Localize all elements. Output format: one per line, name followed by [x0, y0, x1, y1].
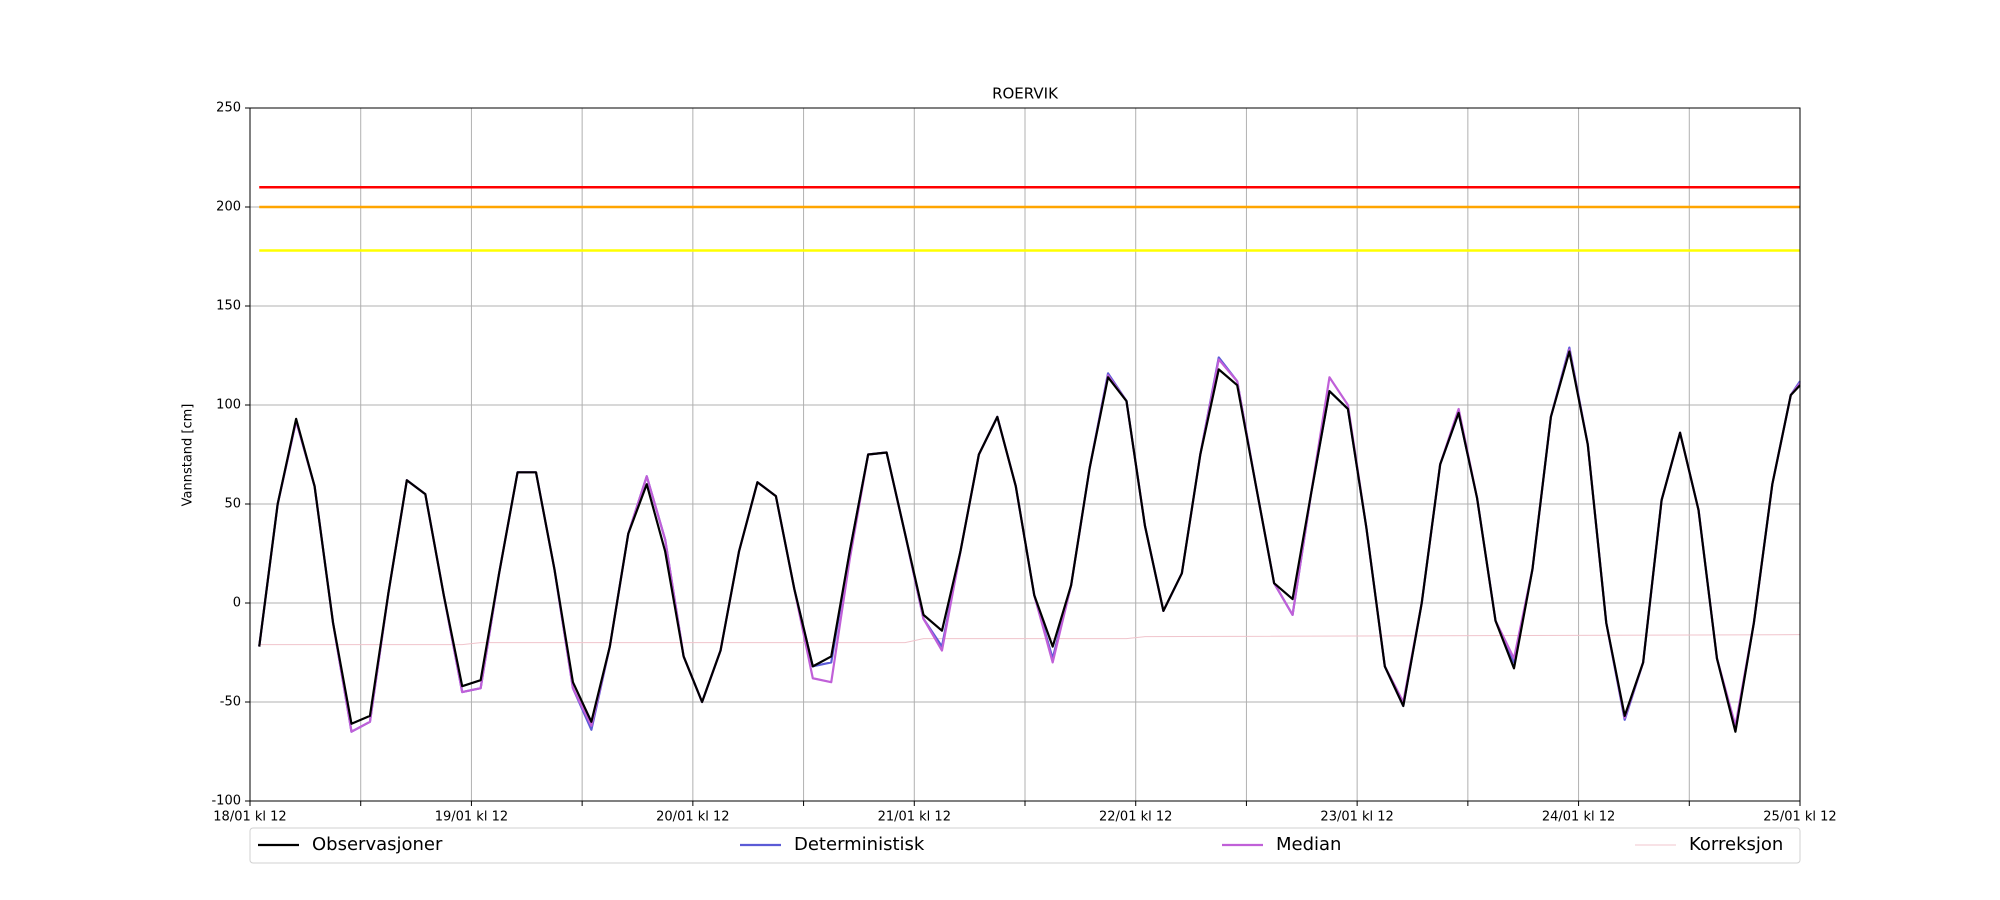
chart-title: ROERVIK [992, 85, 1059, 103]
series-line [258, 350, 1801, 733]
x-tick-label: 21/01 kl 12 [878, 810, 951, 825]
legend-label: Observasjoner [312, 834, 443, 855]
legend-label: Korreksjon [1689, 834, 1783, 855]
x-tick-label: 20/01 kl 12 [656, 810, 729, 825]
x-tick-label: 23/01 kl 12 [1320, 810, 1393, 825]
series-line [259, 634, 1801, 646]
legend-label: Median [1276, 834, 1341, 855]
x-tick-label: 24/01 kl 12 [1542, 810, 1615, 825]
y-axis-label: Vannstand [cm] [181, 404, 196, 507]
y-tick-label: 100 [216, 398, 241, 413]
y-tick-label: 150 [216, 299, 241, 314]
y-tick-label: 50 [224, 497, 241, 512]
plot-frame [249, 107, 1801, 802]
x-tick-label: 25/01 kl 12 [1763, 810, 1836, 825]
series-line [258, 348, 1801, 733]
legend-box [249, 827, 1801, 864]
y-tick-label: 200 [216, 200, 241, 215]
x-tick-label: 19/01 kl 12 [435, 810, 508, 825]
x-tick-label: 22/01 kl 12 [1099, 810, 1172, 825]
x-tick-label: 18/01 kl 12 [213, 810, 286, 825]
legend-label: Deterministisk [794, 834, 925, 855]
y-tick-label: -50 [220, 695, 241, 710]
y-tick-label: -100 [211, 794, 241, 809]
y-tick-label: 0 [233, 596, 241, 611]
y-tick-label: 250 [216, 101, 241, 116]
